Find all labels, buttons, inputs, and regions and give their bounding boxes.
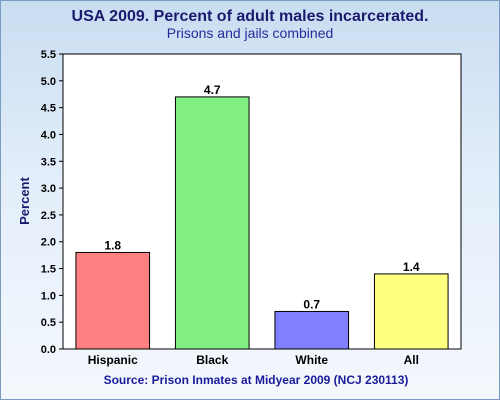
data-label: 1.8 — [104, 238, 121, 252]
x-tick-label: White — [295, 353, 328, 367]
bar-black — [174, 96, 250, 350]
data-label: 0.7 — [303, 297, 320, 311]
y-tick-label: 0.5 — [41, 317, 56, 329]
y-tick-label: 4.5 — [41, 103, 56, 115]
bar-white — [274, 310, 350, 350]
y-tick-label: 2.0 — [41, 237, 56, 249]
chart-title: USA 2009. Percent of adult males incarce… — [72, 8, 429, 25]
source-footer: Source: Prison Inmates at Midyear 2009 (… — [104, 373, 409, 387]
data-label: 1.4 — [403, 260, 420, 274]
y-axis-title: Percent — [17, 176, 32, 224]
y-tick-label: 3.5 — [41, 156, 56, 168]
y-tick-label: 4.0 — [41, 129, 56, 141]
y-tick-label: 5.0 — [41, 76, 56, 88]
y-tick-label: 1.5 — [41, 264, 56, 276]
y-axis: 0.0 0.5 1.0 1.5 2.0 2.5 3.0 3.5 4.0 4.5 5.0 5.5 — [41, 49, 63, 356]
y-tick-label: 3.0 — [41, 183, 56, 195]
x-axis: Hispanic Black White All — [88, 353, 419, 367]
x-tick-label: Black — [196, 353, 228, 367]
data-label: 4.7 — [204, 83, 221, 97]
x-tick-label: All — [404, 353, 419, 367]
y-tick-label: 5.5 — [41, 49, 56, 61]
x-tick-label: Hispanic — [88, 353, 138, 367]
bar-all — [373, 273, 449, 350]
y-tick-label: 1.0 — [41, 290, 56, 302]
chart-subtitle: Prisons and jails combined — [167, 25, 334, 41]
bar-hispanic — [75, 251, 151, 350]
bars-group: 1.8 4.7 0.7 1.4 — [75, 83, 449, 350]
y-tick-label: 0.0 — [41, 344, 56, 356]
y-tick-label: 2.5 — [41, 210, 56, 222]
